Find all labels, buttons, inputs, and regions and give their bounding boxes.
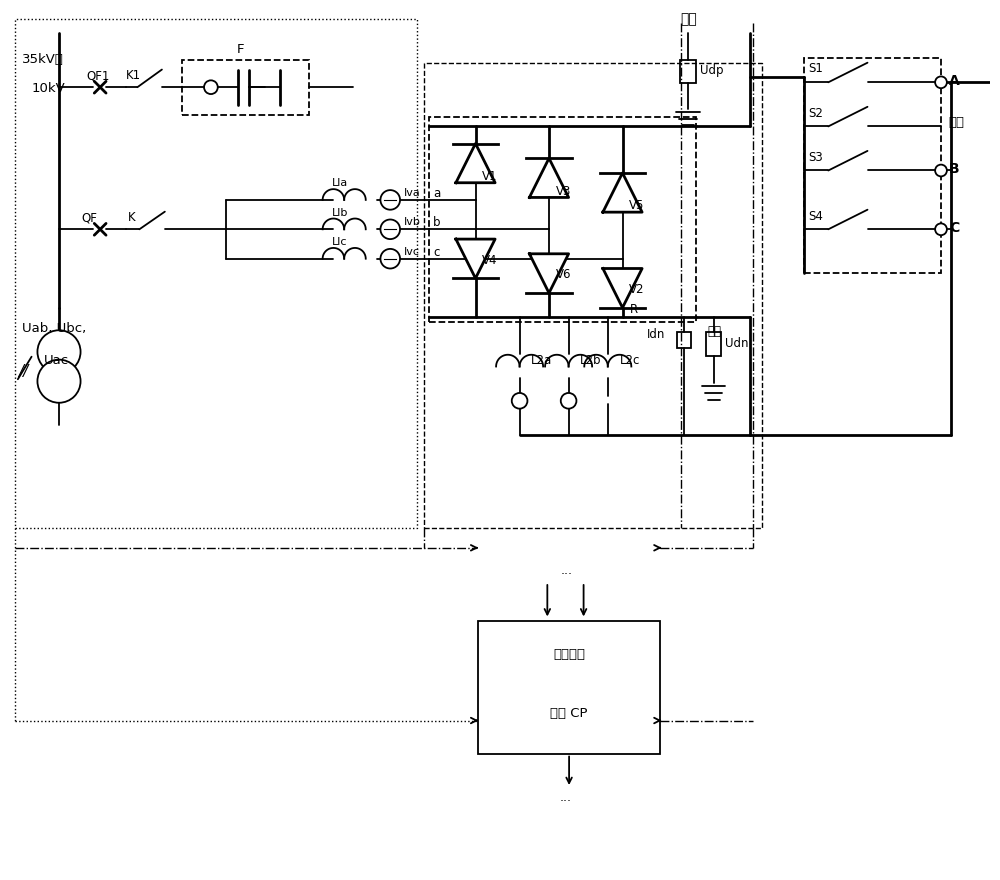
Bar (677, 332, 691, 348)
Bar (15, 18, 417, 528)
Bar (424, 62, 762, 528)
Text: c: c (433, 246, 440, 259)
Text: S1: S1 (809, 62, 824, 76)
Text: V4: V4 (482, 253, 498, 267)
Text: a: a (433, 187, 441, 200)
Text: QF1: QF1 (86, 70, 110, 83)
Text: ...: ... (561, 564, 573, 577)
Circle shape (380, 190, 400, 209)
Text: V5: V5 (629, 199, 645, 212)
Circle shape (37, 360, 81, 403)
Text: V6: V6 (556, 268, 571, 282)
Text: S3: S3 (809, 150, 823, 164)
Text: B: B (949, 163, 959, 176)
Text: 系统 CP: 系统 CP (550, 707, 588, 720)
Polygon shape (456, 143, 495, 183)
Circle shape (561, 393, 576, 408)
Text: Ivb: Ivb (404, 217, 421, 227)
Text: L2c: L2c (620, 354, 640, 367)
Text: b: b (433, 216, 441, 230)
Text: Uab, Ubc,: Uab, Ubc, (22, 322, 86, 335)
Text: V3: V3 (556, 185, 571, 197)
Text: 35kV或: 35kV或 (22, 53, 64, 66)
Bar (804, 58, 941, 274)
Polygon shape (456, 239, 495, 278)
Bar (680, 60, 696, 84)
Text: L2b: L2b (580, 354, 602, 367)
Text: V2: V2 (629, 283, 645, 296)
Text: A: A (949, 74, 960, 88)
Text: Uac: Uac (44, 354, 69, 367)
Text: C: C (949, 221, 959, 235)
Text: 正极: 正极 (680, 12, 697, 26)
Text: R: R (630, 303, 638, 316)
Text: 10kV: 10kV (32, 83, 65, 95)
Text: S4: S4 (809, 209, 824, 223)
Circle shape (935, 165, 947, 176)
Polygon shape (603, 173, 642, 212)
Text: Lla: Lla (331, 178, 348, 188)
Circle shape (37, 330, 81, 373)
Text: Llb: Llb (331, 208, 348, 217)
Polygon shape (529, 253, 569, 293)
Text: V1: V1 (482, 170, 498, 183)
Text: F: F (237, 43, 244, 56)
Bar (478, 621, 660, 753)
Text: Ivc: Ivc (404, 246, 420, 257)
Text: Iva: Iva (404, 188, 421, 198)
Text: K1: K1 (126, 70, 141, 83)
Text: Udn: Udn (725, 337, 749, 350)
Text: S2: S2 (809, 106, 824, 120)
Text: 控制保护: 控制保护 (553, 649, 585, 662)
Polygon shape (529, 158, 569, 197)
Text: //: // (18, 364, 28, 379)
Text: ...: ... (559, 790, 571, 803)
Text: 导线: 导线 (949, 116, 965, 129)
Text: L2a: L2a (531, 354, 553, 367)
Circle shape (512, 393, 527, 408)
Text: K: K (128, 211, 135, 224)
Bar (706, 333, 721, 356)
Text: Udp: Udp (700, 64, 723, 77)
Text: Llc: Llc (331, 237, 347, 247)
Text: 负极: 负极 (708, 325, 722, 338)
Text: Idn: Idn (647, 328, 665, 341)
Circle shape (935, 224, 947, 235)
Circle shape (380, 249, 400, 268)
Polygon shape (603, 268, 642, 308)
Text: QF: QF (82, 211, 97, 224)
Bar (182, 60, 309, 114)
Circle shape (380, 219, 400, 239)
Circle shape (204, 80, 218, 94)
Bar (429, 117, 696, 322)
Circle shape (935, 77, 947, 88)
